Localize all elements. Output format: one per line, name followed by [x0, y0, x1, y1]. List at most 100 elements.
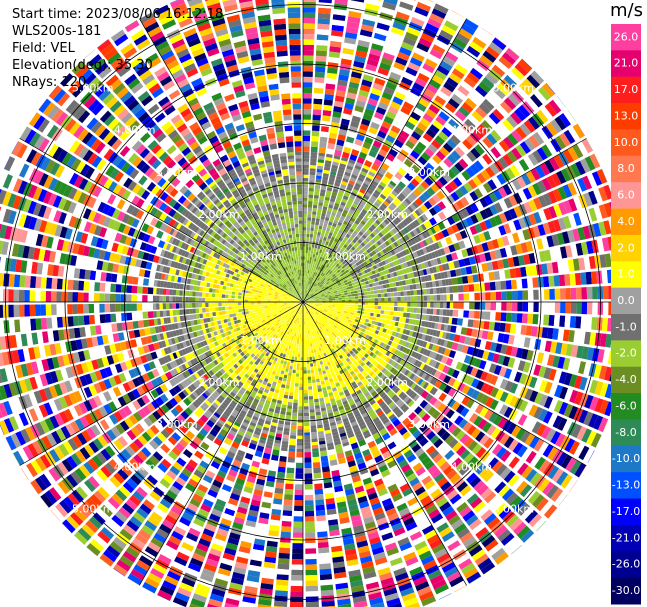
gate-cell: [327, 207, 333, 212]
gate-cell: [346, 246, 351, 251]
gate-cell: [376, 340, 382, 346]
gate-cell: [310, 289, 313, 292]
gate-cell: [533, 438, 545, 452]
gate-cell: [328, 177, 335, 182]
gate-cell: [278, 461, 287, 468]
gate-cell: [316, 248, 320, 253]
gate-cell: [567, 358, 576, 372]
gate-cell: [490, 342, 498, 352]
gate-cell: [368, 126, 378, 135]
gate-cell: [313, 349, 317, 353]
gate-cell: [352, 324, 357, 329]
gate-cell: [424, 393, 434, 403]
gate-cell: [324, 294, 328, 296]
gate-cell: [374, 77, 386, 86]
gate-cell: [381, 191, 389, 198]
gate-cell: [369, 168, 377, 174]
gate-cell: [475, 211, 484, 222]
gate-cell: [382, 314, 387, 319]
gate-cell: [356, 342, 361, 347]
gate-cell: [413, 251, 419, 258]
gate-cell: [293, 396, 298, 400]
gate-cell: [322, 298, 326, 300]
gate-cell: [305, 302, 310, 303]
gate-cell: [292, 553, 303, 560]
gate-cell: [390, 306, 395, 311]
gate-cell: [605, 333, 613, 348]
gate-cell: [437, 323, 442, 330]
gate-cell: [329, 319, 333, 323]
gate-cell: [303, 34, 315, 40]
gate-cell: [387, 306, 391, 311]
gate-cell: [442, 365, 450, 374]
gate-cell: [522, 290, 529, 300]
gate-cell: [576, 426, 587, 441]
gate-cell: [520, 325, 527, 336]
gate-cell: [393, 187, 401, 195]
gate-cell: [308, 305, 311, 308]
gate-cell: [568, 405, 579, 420]
gate-cell: [310, 363, 314, 367]
gate-cell: [456, 371, 465, 381]
gate-cell: [419, 248, 425, 256]
gate-cell: [380, 229, 387, 236]
gate-cell: [541, 353, 550, 365]
gate-cell: [376, 153, 385, 162]
gate-cell: [565, 288, 571, 300]
gate-cell: [300, 327, 302, 332]
gate-cell: [290, 580, 303, 587]
gate-cell: [368, 319, 373, 324]
gate-cell: [585, 316, 593, 330]
gate-cell: [373, 286, 377, 291]
gate-cell: [469, 293, 475, 301]
gate-cell: [420, 327, 425, 333]
gate-cell: [369, 283, 373, 288]
gate-cell: [408, 223, 415, 230]
gate-cell: [312, 264, 315, 268]
gate-cell: [360, 278, 365, 283]
gate-cell: [466, 387, 475, 397]
gate-cell: [500, 312, 507, 322]
gate-cell: [304, 318, 305, 322]
gate-cell: [353, 278, 358, 282]
gate-cell: [374, 174, 382, 181]
gate-cell: [364, 214, 370, 221]
gate-cell: [453, 260, 461, 269]
gate-cell: [374, 330, 380, 335]
gate-cell: [350, 0, 365, 3]
gate-cell: [344, 248, 349, 254]
gate-cell: [378, 149, 388, 158]
gate-cell: [355, 261, 360, 266]
gate-cell: [314, 264, 317, 269]
gate-cell: [334, 284, 339, 288]
gate-cell: [554, 302, 561, 313]
gate-cell: [527, 153, 539, 166]
gate-cell: [333, 265, 338, 270]
gate-cell: [543, 207, 553, 221]
gate-cell: [307, 217, 312, 221]
gate-cell: [320, 308, 325, 311]
gate-cell: [368, 257, 374, 263]
gate-cell: [306, 330, 309, 335]
gate-cell: [358, 295, 362, 299]
gate-cell: [327, 310, 331, 313]
gate-cell: [309, 399, 314, 403]
gate-cell: [421, 213, 429, 221]
gate-cell: [313, 293, 317, 296]
gate-cell: [318, 274, 322, 279]
gate-cell: [316, 168, 323, 173]
gate-cell: [439, 29, 454, 41]
gate-cell: [369, 351, 375, 357]
gate-cell: [322, 206, 328, 211]
gate-cell: [534, 338, 542, 350]
gate-cell: [333, 291, 338, 294]
gate-cell: [378, 318, 383, 323]
gate-cell: [325, 255, 329, 260]
gate-cell: [366, 243, 371, 248]
gate-cell: [324, 216, 330, 222]
gate-cell: [339, 286, 344, 290]
gate-cell: [378, 167, 387, 176]
gate-cell: [318, 557, 331, 565]
gate-cell: [314, 185, 321, 189]
gate-cell: [478, 360, 487, 370]
